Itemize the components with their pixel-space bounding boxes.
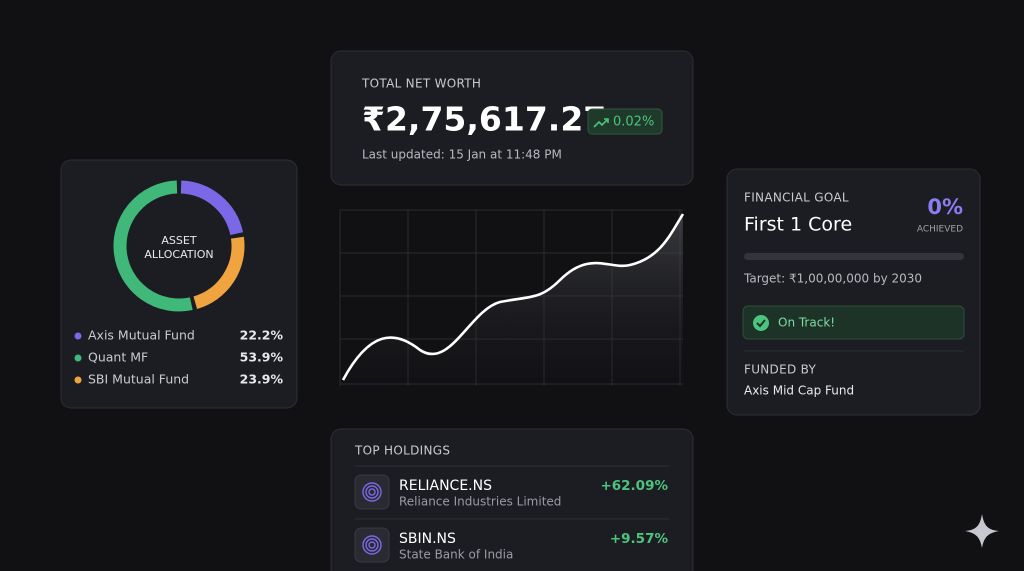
holding-icon bbox=[354, 527, 390, 563]
donut-title: ALLOCATION bbox=[144, 248, 213, 261]
donut-title: ASSET bbox=[161, 234, 196, 247]
holding-name: State Bank of India bbox=[399, 548, 513, 562]
legend-dot bbox=[74, 376, 82, 384]
check-mark bbox=[756, 319, 766, 328]
legend-name: Quant MF bbox=[88, 350, 148, 365]
legend-name: Axis Mutual Fund bbox=[88, 328, 195, 343]
goal-status: On Track! bbox=[778, 316, 835, 330]
chart-line bbox=[341, 213, 685, 381]
net-worth-value: ₹2,75,617.27 bbox=[362, 100, 606, 139]
donut bbox=[113, 180, 245, 312]
holding-icon-ring bbox=[362, 482, 382, 502]
goal-target: Target: ₹1,00,00,000 by 2030 bbox=[743, 272, 922, 286]
sparkle-icon bbox=[965, 514, 999, 548]
trend-icon bbox=[593, 118, 609, 128]
holding-icon-ring bbox=[365, 538, 379, 552]
goal-label: FINANCIAL GOAL bbox=[744, 191, 849, 205]
holdings-title: TOP HOLDINGS bbox=[354, 444, 450, 458]
legend-name: SBI Mutual Fund bbox=[88, 372, 189, 387]
holding-symbol: RELIANCE.NS bbox=[399, 478, 492, 494]
legend-dot bbox=[74, 354, 82, 362]
change-badge bbox=[587, 108, 663, 135]
goal-achieved: ACHIEVED bbox=[917, 225, 963, 235]
holding-change: +62.09% bbox=[600, 478, 668, 494]
net-worth-card bbox=[330, 50, 694, 186]
holding-symbol: SBIN.NS bbox=[399, 531, 456, 547]
legend-value: 53.9% bbox=[240, 350, 284, 365]
donut-segment bbox=[113, 180, 193, 312]
net-worth-label: TOTAL NET WORTH bbox=[361, 77, 481, 91]
change-value: 0.02% bbox=[613, 115, 654, 130]
status-box bbox=[742, 305, 965, 340]
holding-icon-ring bbox=[368, 488, 376, 496]
holding-icon bbox=[354, 474, 390, 510]
donut-segment bbox=[180, 180, 244, 236]
legend: Axis Mutual Fund 22.2% Quant MF 53.9% SBI Mu… bbox=[74, 328, 284, 387]
holding-icon-ring bbox=[362, 535, 382, 555]
funded-label: FUNDED BY bbox=[744, 363, 817, 377]
last-updated: Last updated: 15 Jan at 11:48 PM bbox=[362, 148, 562, 162]
goal-card bbox=[726, 168, 981, 416]
holding-icon-ring bbox=[365, 485, 379, 499]
check-icon bbox=[753, 315, 769, 331]
goal-name: First 1 Core bbox=[744, 214, 852, 236]
goal-progress bbox=[744, 253, 964, 260]
legend-value: 22.2% bbox=[240, 328, 284, 343]
legend-dot bbox=[74, 332, 82, 340]
legend-value: 23.9% bbox=[240, 372, 284, 387]
holding-name: Reliance Industries Limited bbox=[399, 495, 561, 509]
holdings-card bbox=[330, 428, 694, 571]
holding-change: +9.57% bbox=[610, 531, 669, 547]
funded-fund: Axis Mid Cap Fund bbox=[744, 384, 854, 398]
holding-icon-ring bbox=[368, 541, 376, 549]
donut-segment bbox=[193, 236, 245, 309]
goal-percent: 0% bbox=[927, 195, 963, 219]
